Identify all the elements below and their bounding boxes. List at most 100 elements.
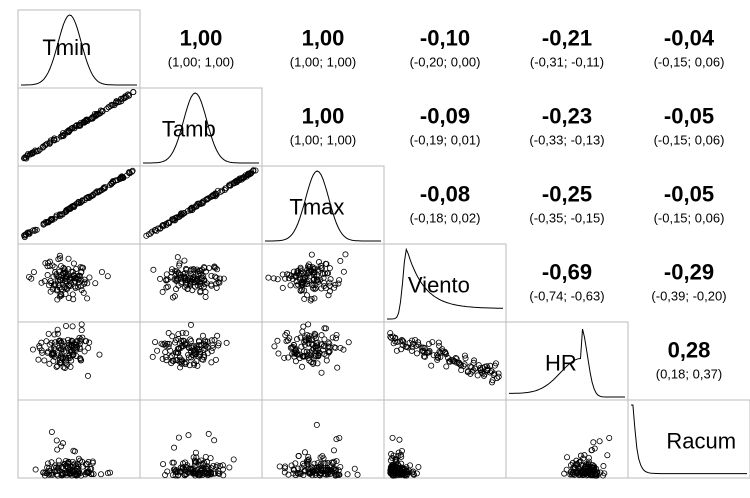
scatter-point bbox=[321, 336, 328, 343]
scatter-point bbox=[604, 452, 611, 459]
scatter-point bbox=[59, 277, 66, 284]
scatter-point bbox=[203, 465, 210, 472]
scatter-point bbox=[315, 352, 322, 359]
correlation-value: -0,09 bbox=[420, 103, 470, 128]
scatter-point bbox=[191, 360, 198, 367]
scatter-point bbox=[44, 349, 51, 356]
scatter-points bbox=[149, 321, 230, 371]
scatter-point bbox=[415, 339, 422, 346]
scatter-points bbox=[143, 167, 259, 239]
scatter-point bbox=[291, 272, 298, 279]
scatter-points bbox=[32, 428, 114, 479]
scatter-points bbox=[29, 321, 103, 379]
scatter-point bbox=[35, 356, 42, 363]
scatter-point bbox=[600, 463, 607, 470]
scatter-point bbox=[471, 357, 478, 364]
scatter-point bbox=[175, 335, 182, 342]
scatter-point bbox=[195, 270, 202, 277]
scatter-point bbox=[276, 463, 283, 470]
scatter-cell bbox=[17, 243, 141, 323]
scatter-point bbox=[283, 329, 290, 336]
scatter-points bbox=[271, 321, 352, 376]
scatter-point bbox=[77, 121, 84, 128]
scatter-point bbox=[173, 277, 180, 284]
scatter-point bbox=[69, 268, 76, 275]
scatter-point bbox=[197, 349, 204, 356]
scatter-point bbox=[67, 126, 74, 133]
scatter-point bbox=[85, 468, 92, 475]
scatter-point bbox=[308, 267, 315, 274]
scatter-point bbox=[219, 462, 226, 469]
scatter-point bbox=[461, 352, 468, 359]
variable-label: Tamb bbox=[162, 117, 216, 142]
scatter-point bbox=[194, 466, 201, 473]
scatter-point bbox=[322, 325, 329, 332]
scatter-point bbox=[564, 454, 571, 461]
scatter-point bbox=[402, 343, 409, 350]
scatter-point bbox=[201, 277, 208, 284]
scatter-point bbox=[330, 447, 337, 454]
scatter-point bbox=[301, 275, 308, 282]
scatter-point bbox=[220, 275, 227, 282]
scatter-point bbox=[314, 460, 321, 467]
scatter-point bbox=[578, 470, 585, 477]
scatter-point bbox=[215, 340, 222, 347]
scatter-point bbox=[392, 338, 399, 345]
confidence-interval: (-0,39; -0,20) bbox=[651, 288, 726, 303]
scatter-point bbox=[89, 114, 96, 121]
scatter-point bbox=[334, 364, 341, 371]
scatter-point bbox=[65, 294, 72, 301]
scatter-point bbox=[299, 363, 306, 370]
scatter-point bbox=[303, 348, 310, 355]
scatter-point bbox=[211, 337, 218, 344]
scatter-point bbox=[217, 188, 224, 195]
scatter-point bbox=[108, 180, 115, 187]
scatter-point bbox=[53, 287, 60, 294]
scatter-point bbox=[212, 264, 219, 271]
scatter-point bbox=[62, 359, 69, 366]
scatter-point bbox=[491, 362, 498, 369]
scatter-point bbox=[32, 148, 39, 155]
scatter-point bbox=[315, 463, 322, 470]
scatter-point bbox=[196, 337, 203, 344]
scatter-point bbox=[193, 343, 200, 350]
scatter-point bbox=[285, 337, 292, 344]
scatter-point bbox=[326, 348, 333, 355]
scatter-point bbox=[457, 361, 464, 368]
confidence-interval: (1,00; 1,00) bbox=[168, 54, 235, 69]
scatter-point bbox=[160, 461, 167, 468]
scatter-point bbox=[326, 288, 333, 295]
scatter-point bbox=[216, 279, 223, 286]
scatter-point bbox=[202, 289, 209, 296]
scatter-point bbox=[187, 336, 194, 343]
scatter-point bbox=[76, 334, 83, 341]
scatter-point bbox=[208, 359, 215, 366]
scatter-point bbox=[265, 274, 272, 281]
scatter-point bbox=[59, 440, 66, 447]
scatter-point bbox=[480, 372, 487, 379]
scatter-point bbox=[36, 344, 43, 351]
scatter-point bbox=[581, 452, 588, 459]
scatter-point bbox=[52, 346, 59, 353]
scatter-point bbox=[41, 278, 48, 285]
scatter-point bbox=[45, 330, 52, 337]
scatter-point bbox=[315, 259, 322, 266]
scatter-point bbox=[299, 328, 306, 335]
scatter-point bbox=[220, 472, 227, 479]
scatter-point bbox=[70, 203, 77, 210]
scatter-point bbox=[410, 471, 417, 478]
scatter-point bbox=[563, 466, 570, 473]
scatter-point bbox=[93, 188, 100, 195]
scatter-point bbox=[304, 461, 311, 468]
scatter-point bbox=[445, 355, 452, 362]
scatter-point bbox=[54, 446, 61, 453]
confidence-interval: (-0,15; 0,06) bbox=[654, 54, 725, 69]
scatter-point bbox=[44, 460, 51, 467]
scatter-point bbox=[245, 170, 252, 177]
scatter-point bbox=[183, 266, 190, 273]
scatter-point bbox=[106, 182, 113, 189]
scatter-point bbox=[495, 373, 502, 380]
scatter-point bbox=[436, 348, 443, 355]
scatter-points bbox=[150, 254, 227, 301]
scatter-point bbox=[160, 223, 167, 230]
